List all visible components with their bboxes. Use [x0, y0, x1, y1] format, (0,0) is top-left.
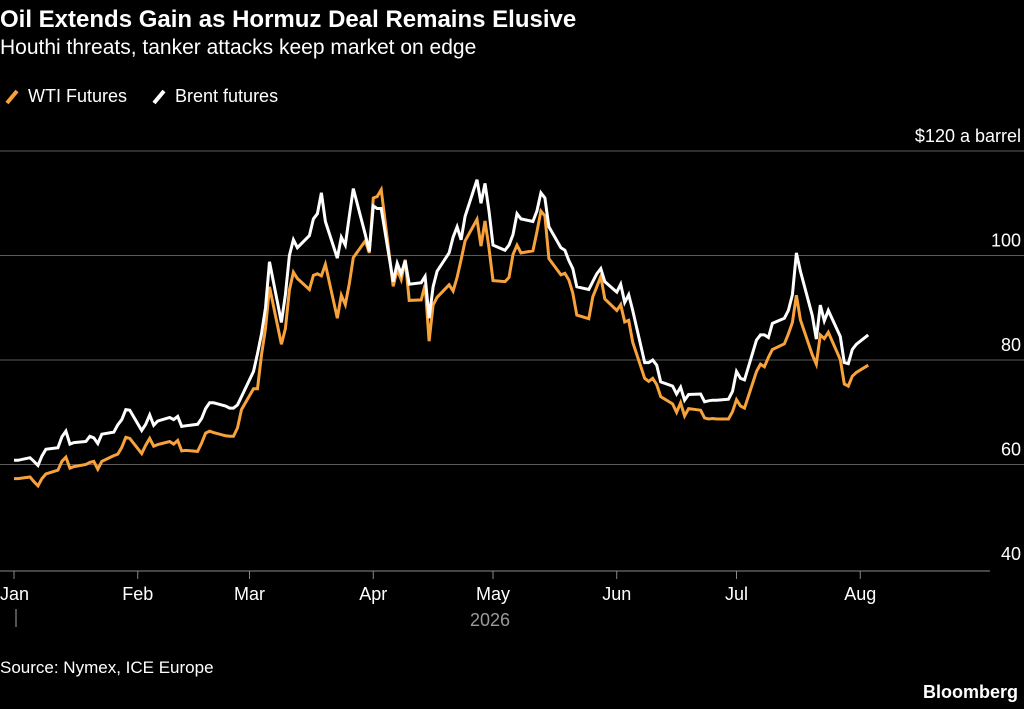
legend: WTI Futures Brent futures [4, 86, 302, 107]
x-tick-label: Feb [122, 584, 153, 604]
x-tick-label: May [476, 584, 510, 604]
legend-label-wti: WTI Futures [28, 86, 128, 106]
y-tick-label: 100 [991, 231, 1021, 251]
x-tick-label: Apr [359, 584, 387, 604]
x-tick-label: Jul [725, 584, 748, 604]
series-line-brent [14, 179, 870, 469]
y-tick-label: $120 a barrel [915, 126, 1021, 146]
chart-subtitle: Houthi threats, tanker attacks keep mark… [0, 36, 477, 59]
wti-swatch-icon [5, 89, 19, 104]
legend-label-brent: Brent futures [175, 86, 279, 106]
x-tick-label: Jan [0, 584, 29, 604]
brent-swatch-icon [152, 89, 166, 104]
legend-item-brent: Brent futures [151, 86, 278, 107]
x-tick-label: Aug [844, 584, 876, 604]
x-year-label: 2026 [470, 610, 510, 630]
source-note: Source: Nymex, ICE Europe [0, 658, 214, 677]
legend-item-wti: WTI Futures [4, 86, 127, 107]
y-tick-label: 60 [1001, 440, 1021, 460]
bloomberg-logo: Bloomberg [922, 682, 1018, 702]
x-tick-label: Jun [602, 584, 631, 604]
y-tick-label: 80 [1001, 335, 1021, 355]
y-tick-label: 40 [1001, 544, 1021, 564]
series-line-wti [14, 185, 869, 489]
line-chart: $120 a barrel 100 80 60 40 Jan Feb Mar Apr May Jun… [0, 126, 1024, 630]
chart-title: Oil Extends Gain as Hormuz Deal Remains … [0, 6, 577, 33]
x-tick-label: Mar [234, 584, 265, 604]
